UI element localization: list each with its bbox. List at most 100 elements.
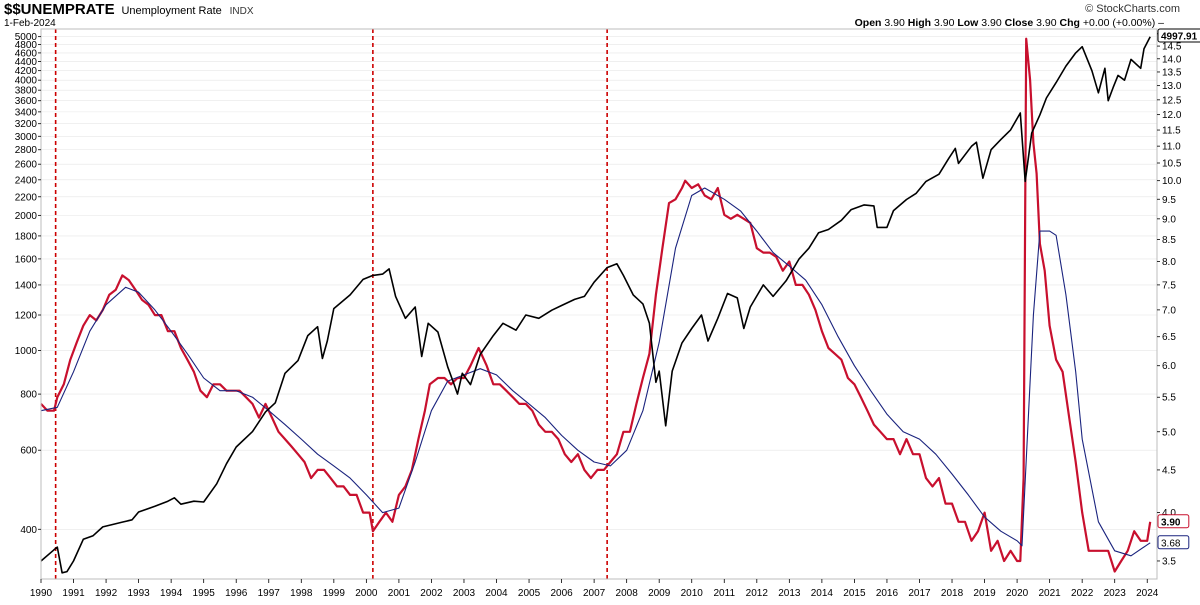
y-tick-label-left: 1800 xyxy=(15,231,38,242)
label-layer: 4997.91 3.90 3.68 xyxy=(1157,28,1200,550)
chg-label: Chg xyxy=(1059,17,1080,29)
chart-date: 1-Feb-2024 xyxy=(4,18,56,29)
x-tick-label: 2014 xyxy=(811,588,834,599)
x-tick-label: 1993 xyxy=(127,588,150,599)
x-tick-label: 2008 xyxy=(616,588,639,599)
x-tick-label: 2007 xyxy=(583,588,606,599)
plot-frame xyxy=(40,28,1158,580)
unemployment-rate-line xyxy=(40,37,1152,573)
y-tick-label-right: 5.0 xyxy=(1162,427,1176,438)
x-tick-label: 2010 xyxy=(681,588,704,599)
y-tick-label-left: 1200 xyxy=(15,311,38,322)
x-tick-label: 2000 xyxy=(355,588,378,599)
y-tick-label-right: 6.5 xyxy=(1162,332,1176,343)
x-tick-label: 2005 xyxy=(518,588,541,599)
moving-average-line xyxy=(40,187,1151,557)
x-tick-label: 1999 xyxy=(323,588,346,599)
y-tick-label-left: 1000 xyxy=(15,346,38,357)
series-layer xyxy=(40,36,1152,574)
last-value-label-spx: 4997.91 xyxy=(1161,32,1198,43)
y-tick-label-right: 7.0 xyxy=(1162,305,1176,316)
chart-title-row: $$UNEMPRATE Unemployment Rate INDX xyxy=(4,1,254,18)
x-tick-label: 2017 xyxy=(908,588,931,599)
ohlc-row: Open 3.90 High 3.90 Low 3.90 Close 3.90 … xyxy=(855,17,1164,29)
y-tick-label-right: 9.0 xyxy=(1162,214,1176,225)
x-tick-label: 2018 xyxy=(941,588,964,599)
x-tick-label: 2015 xyxy=(843,588,866,599)
chart-symbol: $$UNEMPRATE xyxy=(4,1,115,18)
y-tick-label-right: 10.5 xyxy=(1162,159,1182,170)
y-tick-label-right: 14.0 xyxy=(1162,54,1182,65)
open-value: 3.90 xyxy=(884,17,905,29)
x-tick-label: 1998 xyxy=(290,588,313,599)
y-tick-label-right: 13.5 xyxy=(1162,67,1182,78)
y-tick-label-right: 12.0 xyxy=(1162,110,1182,121)
x-tick-label: 2024 xyxy=(1136,588,1159,599)
y-tick-label-left: 4600 xyxy=(15,48,38,59)
last-value-box-moving_average xyxy=(1157,535,1190,550)
y-tick-label-left: 2800 xyxy=(15,145,38,156)
x-tick-label: 2006 xyxy=(550,588,573,599)
y-tick-label-left: 2200 xyxy=(15,192,38,203)
y-tick-label-left: 2000 xyxy=(15,211,38,222)
y-tick-label-right: 7.5 xyxy=(1162,280,1176,291)
axis-layer: 1990 1991 1992 1993 1994 1995 1996 1997 1998 1999… xyxy=(15,28,1182,599)
x-tick-label: 1992 xyxy=(95,588,118,599)
x-tick-label: 2004 xyxy=(485,588,508,599)
chg-marker-icon: – xyxy=(1158,17,1164,29)
x-tick-label: 2012 xyxy=(746,588,769,599)
last-value-box-unemployment xyxy=(1157,514,1190,529)
x-tick-label: 2020 xyxy=(1006,588,1029,599)
last-value-box-spx xyxy=(1157,28,1200,43)
last-value-label-moving_average: 3.68 xyxy=(1161,538,1181,549)
low-label: Low xyxy=(957,17,979,29)
x-tick-label: 1994 xyxy=(160,588,183,599)
y-tick-label-left: 3000 xyxy=(15,132,38,143)
x-tick-label: 1997 xyxy=(258,588,281,599)
chart-description: Unemployment Rate xyxy=(121,5,222,17)
y-tick-label-right: 4.0 xyxy=(1162,508,1176,519)
close-value: 3.90 xyxy=(1036,17,1057,29)
x-tick-label: 2003 xyxy=(453,588,476,599)
x-tick-label: 1996 xyxy=(225,588,248,599)
y-tick-label-right: 3.5 xyxy=(1162,556,1176,567)
y-tick-label-right: 4.5 xyxy=(1162,465,1176,476)
spx-price-line xyxy=(40,36,1151,574)
y-tick-label-left: 1600 xyxy=(15,254,38,265)
x-tick-label: 2001 xyxy=(388,588,411,599)
y-tick-label-right: 8.5 xyxy=(1162,235,1176,246)
y-tick-label-right: 8.0 xyxy=(1162,257,1176,268)
chart-exchange: INDX xyxy=(229,6,254,17)
low-value: 3.90 xyxy=(981,17,1002,29)
recession-layer xyxy=(54,29,608,579)
x-tick-label: 2013 xyxy=(778,588,801,599)
x-tick-label: 2002 xyxy=(420,588,443,599)
chg-value: +0.00 (+0.00%) xyxy=(1082,17,1156,29)
x-tick-label: 1990 xyxy=(30,588,53,599)
x-tick-label: 2023 xyxy=(1104,588,1127,599)
y-tick-label-right: 11.0 xyxy=(1162,142,1181,153)
y-tick-label-left: 800 xyxy=(20,390,37,401)
y-tick-label-left: 5000 xyxy=(15,32,38,43)
x-tick-label: 2021 xyxy=(1039,588,1062,599)
last-value-label-unemployment: 3.90 xyxy=(1161,517,1181,528)
high-label: High xyxy=(907,17,932,29)
y-tick-label-left: 3400 xyxy=(15,107,38,118)
y-tick-label-left: 4000 xyxy=(15,76,38,87)
watermark: © StockCharts.com xyxy=(1085,3,1180,15)
y-tick-label-right: 13.0 xyxy=(1162,81,1182,92)
open-label: Open xyxy=(854,17,882,29)
y-tick-label-right: 6.0 xyxy=(1162,361,1176,372)
grid-layer xyxy=(41,36,1157,530)
x-tick-label: 2009 xyxy=(648,588,671,599)
y-tick-label-left: 3800 xyxy=(15,86,38,97)
x-tick-label: 2016 xyxy=(876,588,899,599)
y-tick-label-right: 9.5 xyxy=(1162,195,1176,206)
y-tick-label-right: 10.0 xyxy=(1162,176,1182,187)
y-tick-label-right: 5.5 xyxy=(1162,393,1176,404)
y-tick-label-left: 2400 xyxy=(15,175,38,186)
x-tick-label: 1995 xyxy=(193,588,216,599)
close-label: Close xyxy=(1004,17,1034,29)
